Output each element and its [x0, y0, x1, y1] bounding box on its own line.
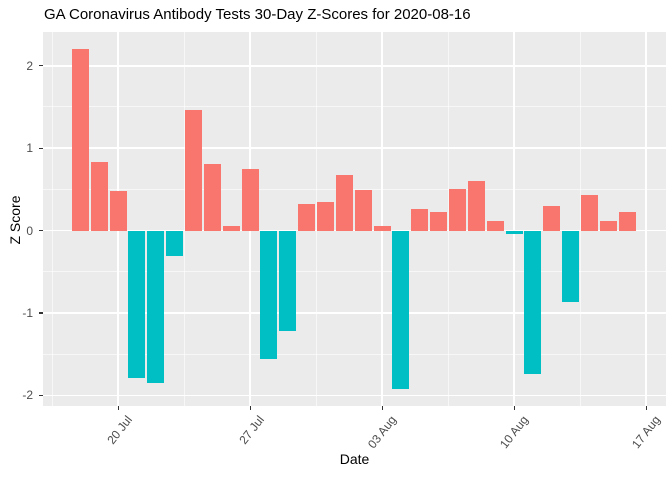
- y-axis-tick: [39, 65, 43, 67]
- gridline-major-h: [43, 65, 666, 67]
- y-axis-tick: [39, 147, 43, 149]
- gridline-major-v: [381, 32, 383, 406]
- gridline-minor-v: [183, 32, 185, 406]
- gridline-minor-v: [579, 32, 581, 406]
- gridline-major-h: [43, 229, 666, 232]
- x-tick-label: 17 Aug: [628, 413, 664, 452]
- bar: [448, 188, 466, 231]
- gridline-minor-v: [51, 32, 53, 406]
- bar: [467, 181, 485, 231]
- gridline-minor-h: [43, 271, 666, 273]
- bar: [241, 168, 259, 231]
- bar: [147, 230, 165, 383]
- bar: [392, 230, 410, 389]
- gridline-major-h: [43, 312, 666, 314]
- y-tick-label: -2: [22, 388, 33, 403]
- x-tick-label: 10 Aug: [496, 413, 532, 452]
- plot-panel: [43, 32, 666, 406]
- gridline-major-v: [645, 32, 647, 406]
- x-tick-label: 20 Jul: [104, 413, 136, 447]
- y-tick-label: -1: [22, 305, 33, 320]
- bar: [71, 49, 89, 231]
- gridline-minor-h: [43, 188, 666, 190]
- bar: [430, 212, 448, 231]
- bar: [90, 162, 108, 231]
- bar: [373, 226, 391, 231]
- gridline-minor-v: [315, 32, 317, 406]
- bar: [580, 195, 598, 231]
- gridline-minor-h: [43, 353, 666, 355]
- bar: [128, 230, 146, 378]
- bar: [203, 163, 221, 231]
- x-tick-label: 03 Aug: [364, 413, 400, 452]
- x-axis-tick: [645, 406, 647, 410]
- bar: [298, 204, 316, 231]
- bar: [316, 201, 334, 231]
- bar: [486, 220, 504, 231]
- bar: [279, 230, 297, 332]
- y-tick-label: 0: [26, 223, 33, 238]
- bar: [109, 190, 127, 231]
- gridline-minor-v: [447, 32, 449, 406]
- bar: [543, 205, 561, 231]
- x-axis-tick: [117, 406, 119, 410]
- y-axis-tick: [39, 312, 43, 314]
- x-axis-tick: [513, 406, 515, 410]
- gridline-major-h: [43, 147, 666, 149]
- bar: [184, 110, 202, 231]
- bar: [599, 220, 617, 231]
- y-axis-tick: [39, 394, 43, 396]
- bar: [411, 209, 429, 231]
- chart-title: GA Coronavirus Antibody Tests 30-Day Z-S…: [44, 6, 471, 23]
- bar: [562, 230, 580, 303]
- bar: [354, 190, 372, 231]
- gridline-minor-h: [43, 106, 666, 108]
- x-tick-label: 27 Jul: [236, 413, 268, 447]
- bar: [166, 230, 184, 257]
- gridline-major-h: [43, 394, 666, 397]
- bar: [222, 225, 240, 231]
- bar: [260, 230, 278, 360]
- bar: [524, 230, 542, 374]
- bar: [505, 230, 523, 234]
- y-axis-tick: [39, 230, 43, 232]
- bar: [618, 212, 636, 231]
- bar: [335, 175, 353, 231]
- y-axis-title: Z Score: [7, 195, 23, 245]
- x-axis-title: Date: [339, 451, 370, 467]
- x-axis-tick: [249, 406, 251, 410]
- y-tick-label: 1: [26, 141, 33, 156]
- gridline-major-v: [513, 32, 515, 406]
- y-tick-label: 2: [26, 58, 33, 73]
- x-axis-tick: [381, 406, 383, 410]
